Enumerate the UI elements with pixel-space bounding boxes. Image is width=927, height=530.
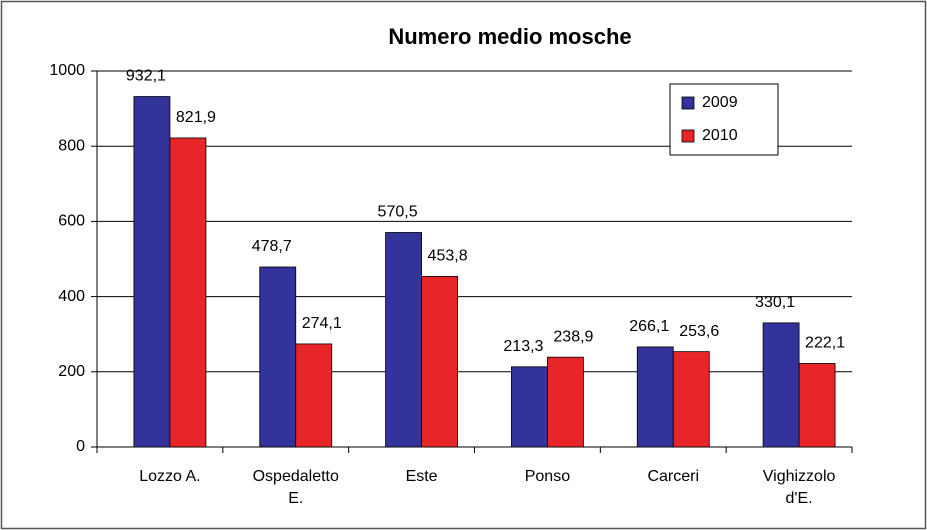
value-label: 253,6 — [679, 323, 719, 340]
x-tick-label: Ospedaletto — [253, 468, 339, 485]
x-tick-label: Lozzo A. — [139, 468, 200, 485]
value-label: 222,1 — [805, 335, 845, 352]
x-tick-label: d'E. — [786, 490, 813, 507]
value-label: 330,1 — [755, 294, 795, 311]
value-label: 478,7 — [252, 238, 292, 255]
y-tick-label: 600 — [58, 213, 85, 230]
x-tick-label: Vighizzolo — [763, 468, 836, 485]
bar — [133, 96, 171, 448]
x-tick-label: Ponso — [525, 468, 570, 485]
x-tick-label: E. — [288, 490, 303, 507]
value-label: 570,5 — [378, 204, 418, 221]
bar — [672, 351, 710, 448]
x-tick-label: Carceri — [647, 468, 699, 485]
value-label: 932,1 — [126, 68, 166, 85]
y-tick-label: 800 — [58, 137, 85, 154]
legend-label: 2009 — [702, 94, 738, 111]
x-tick-label: Este — [406, 468, 438, 485]
value-label: 266,1 — [629, 318, 669, 335]
legend-label: 2010 — [702, 127, 738, 144]
bar — [421, 275, 458, 448]
bar — [385, 232, 422, 448]
value-label: 274,1 — [302, 315, 342, 332]
bar — [511, 366, 548, 448]
bar — [798, 363, 836, 448]
bar — [762, 322, 800, 448]
bar — [547, 356, 584, 448]
y-tick-label: 400 — [58, 288, 85, 305]
value-label: 821,9 — [176, 109, 216, 126]
y-tick-label: 1000 — [49, 62, 85, 79]
y-tick-label: 200 — [58, 363, 85, 380]
y-tick-label: 0 — [76, 438, 85, 455]
legend-swatch — [681, 129, 695, 143]
chart-title: Numero medio mosche — [388, 24, 631, 49]
value-label: 238,9 — [553, 328, 593, 345]
bar — [636, 346, 674, 448]
bar — [259, 266, 297, 448]
value-label: 453,8 — [428, 248, 468, 265]
legend-swatch — [681, 96, 695, 110]
bar — [295, 343, 333, 448]
legend-box — [669, 83, 779, 156]
bar — [169, 137, 207, 448]
value-label: 213,3 — [503, 338, 543, 355]
